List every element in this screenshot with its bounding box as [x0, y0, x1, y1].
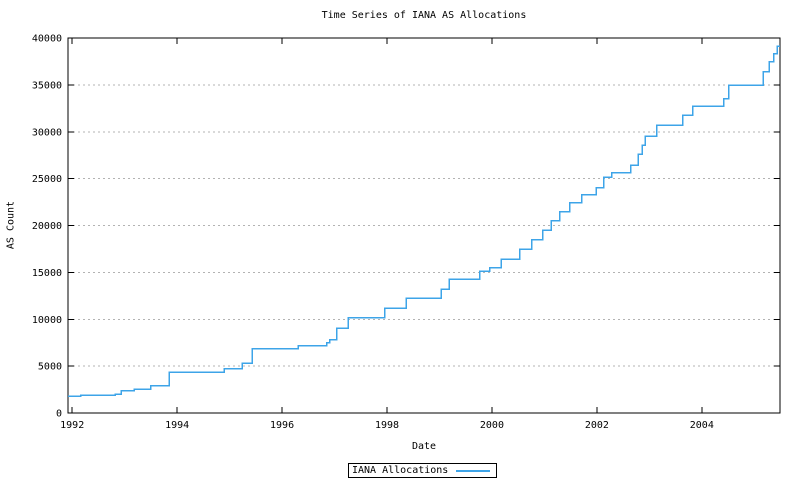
y-tick-label: 20000 — [32, 221, 62, 232]
legend-entry-label: IANA Allocations — [352, 465, 449, 476]
chart-title: Time Series of IANA AS Allocations — [321, 10, 527, 21]
x-tick-label: 2000 — [480, 420, 504, 431]
x-tick-label: 1992 — [60, 420, 84, 431]
y-tick-label: 0 — [56, 409, 62, 420]
legend-line-sample-icon — [456, 470, 490, 472]
y-tick-label: 30000 — [32, 127, 62, 138]
x-tick-label: 1994 — [165, 420, 189, 431]
y-tick-label: 10000 — [32, 315, 62, 326]
series-line-iana-allocations — [68, 45, 780, 397]
y-tick-label: 35000 — [32, 80, 62, 91]
y-tick-label: 5000 — [38, 362, 62, 373]
y-tick-label: 25000 — [32, 174, 62, 185]
x-tick-label: 2002 — [585, 420, 609, 431]
x-tick-label: 2004 — [690, 420, 714, 431]
y-tick-label: 40000 — [32, 34, 62, 45]
x-axis-title: Date — [411, 441, 437, 452]
x-tick-label: 1996 — [270, 420, 294, 431]
x-tick-label: 1998 — [375, 420, 399, 431]
legend-box: IANA Allocations — [348, 463, 497, 478]
y-tick-label: 15000 — [32, 268, 62, 279]
